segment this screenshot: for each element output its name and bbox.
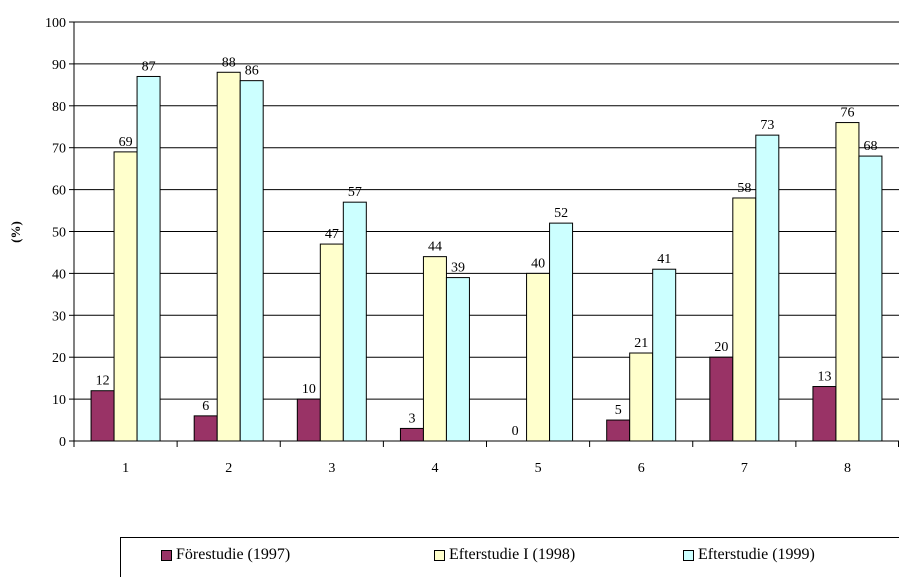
data-label: 40 xyxy=(531,256,545,271)
data-label: 76 xyxy=(840,106,854,121)
legend-item-forestudie-1997: Förestudie (1997) xyxy=(161,546,290,564)
data-label: 13 xyxy=(817,370,831,385)
data-label: 87 xyxy=(142,59,156,74)
data-label: 39 xyxy=(451,261,465,276)
legend-swatch-efterstudie-1999 xyxy=(683,549,694,561)
legend-item-efterstudie-1999: Efterstudie (1999) xyxy=(683,546,815,564)
legend-swatch-efterstudie-i-1998 xyxy=(434,549,445,561)
bar xyxy=(652,268,677,442)
bar xyxy=(629,352,654,442)
data-labels: 1269876888610475734439040525214120587313… xyxy=(96,55,878,439)
bar xyxy=(136,75,161,442)
y-tick-label: 70 xyxy=(52,142,66,157)
legend: Förestudie (1997) Efterstudie I (1998) E… xyxy=(120,537,899,577)
data-label: 52 xyxy=(554,206,568,221)
data-label: 57 xyxy=(348,185,362,200)
x-tick-label: 6 xyxy=(638,461,645,476)
x-tick-label: 5 xyxy=(535,461,542,476)
bar xyxy=(193,415,218,442)
x-tick-label: 7 xyxy=(741,461,748,476)
x-tick-label: 4 xyxy=(431,461,438,476)
y-axis: 0 10 20 30 40 50 60 70 80 90 100 xyxy=(45,16,75,450)
data-label: 6 xyxy=(202,399,209,414)
bar xyxy=(90,390,115,442)
data-label: 5 xyxy=(615,403,622,418)
bar xyxy=(399,427,424,442)
bar xyxy=(445,277,470,442)
x-axis: 1 2 3 4 5 6 7 8 xyxy=(73,440,899,476)
y-tick-label: 60 xyxy=(52,184,66,199)
bar xyxy=(709,356,734,442)
bar xyxy=(755,134,780,442)
legend-item-efterstudie-i-1998: Efterstudie I (1998) xyxy=(434,546,575,564)
x-tick-label: 2 xyxy=(225,461,232,476)
bar xyxy=(732,197,757,442)
x-tick-label: 8 xyxy=(844,461,851,476)
bar xyxy=(858,155,883,442)
data-label: 88 xyxy=(222,55,236,70)
data-label: 41 xyxy=(657,252,671,267)
data-label: 20 xyxy=(714,340,728,355)
legend-swatch-forestudie-1997 xyxy=(161,549,172,561)
bar xyxy=(296,398,321,442)
x-tick-label: 1 xyxy=(122,461,129,476)
bar xyxy=(835,122,860,442)
data-label: 58 xyxy=(737,181,751,196)
bar xyxy=(239,80,264,442)
y-tick-label: 30 xyxy=(52,309,66,324)
bar xyxy=(342,201,367,442)
data-label: 69 xyxy=(119,135,133,150)
legend-label: Efterstudie I (1998) xyxy=(449,546,576,563)
data-label: 12 xyxy=(96,374,110,389)
bar xyxy=(422,256,447,442)
bar xyxy=(526,272,551,442)
legend-label: Förestudie (1997) xyxy=(176,546,291,563)
data-label: 3 xyxy=(408,411,415,426)
y-tick-label: 50 xyxy=(52,226,66,241)
y-tick-label: 100 xyxy=(45,16,66,31)
data-label: 68 xyxy=(863,139,877,154)
bar xyxy=(549,222,574,442)
x-tick-label: 3 xyxy=(328,461,335,476)
y-tick-label: 40 xyxy=(52,267,66,282)
y-tick-label: 20 xyxy=(52,351,66,366)
data-label: 73 xyxy=(760,118,774,133)
bar xyxy=(216,71,241,442)
data-label: 21 xyxy=(634,336,648,351)
gridlines xyxy=(74,21,899,400)
y-tick-label: 10 xyxy=(52,393,66,408)
data-label: 10 xyxy=(302,382,316,397)
bar xyxy=(812,386,837,442)
y-tick-label: 90 xyxy=(52,58,66,73)
data-label: 0 xyxy=(512,424,519,439)
y-tick-label: 80 xyxy=(52,100,66,115)
bar xyxy=(606,419,631,442)
bar xyxy=(113,151,138,442)
data-label: 86 xyxy=(245,64,259,79)
bar xyxy=(319,243,344,442)
y-axis-title: (%) xyxy=(8,221,23,243)
bars xyxy=(90,71,883,442)
data-label: 44 xyxy=(428,240,442,255)
data-label: 47 xyxy=(325,227,339,242)
y-tick-label: 0 xyxy=(59,435,66,450)
legend-label: Efterstudie (1999) xyxy=(698,546,815,563)
